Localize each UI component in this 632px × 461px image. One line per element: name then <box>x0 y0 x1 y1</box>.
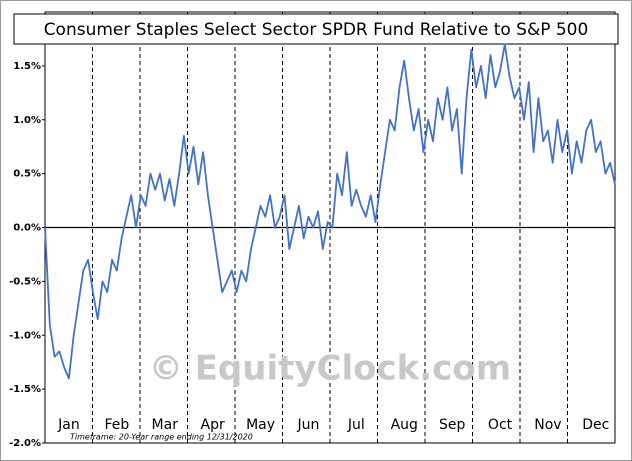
y-tick-label: 0.5% <box>13 169 41 180</box>
x-tick-label: Jun <box>297 417 320 433</box>
x-tick-label: Jul <box>347 417 365 433</box>
y-tick-label: 1.5% <box>13 61 41 72</box>
watermark: © EquityClock.com <box>149 349 511 389</box>
line <box>44 43 616 380</box>
y-tick-label: -1.0% <box>9 330 41 341</box>
y-tick-label: -0.5% <box>9 276 41 287</box>
y-tick-label: 0.0% <box>13 223 41 234</box>
x-tick-label: Oct <box>488 417 513 433</box>
x-tick-label: Feb <box>104 417 129 433</box>
y-tick-label: -2.0% <box>9 438 41 449</box>
x-tick-label: Jan <box>57 417 80 433</box>
y-tick-label: 1.0% <box>13 115 41 126</box>
month-separators <box>92 12 568 443</box>
x-tick-label: Mar <box>152 417 179 433</box>
x-tick-label: May <box>246 417 275 433</box>
x-tick-label: Nov <box>534 417 561 433</box>
x-tick-label: Dec <box>582 417 609 433</box>
title-box <box>13 13 619 45</box>
y-tick-label: -1.5% <box>9 384 41 395</box>
note: Timeframe: 20-Year range ending 12/31/20… <box>70 433 253 442</box>
x-tick-label: Sep <box>439 417 466 433</box>
chart-title: Consumer Staples Select Sector SPDR Fund… <box>44 20 589 40</box>
x-tick-label: Apr <box>201 417 225 433</box>
x-tick-label: Aug <box>391 417 418 433</box>
